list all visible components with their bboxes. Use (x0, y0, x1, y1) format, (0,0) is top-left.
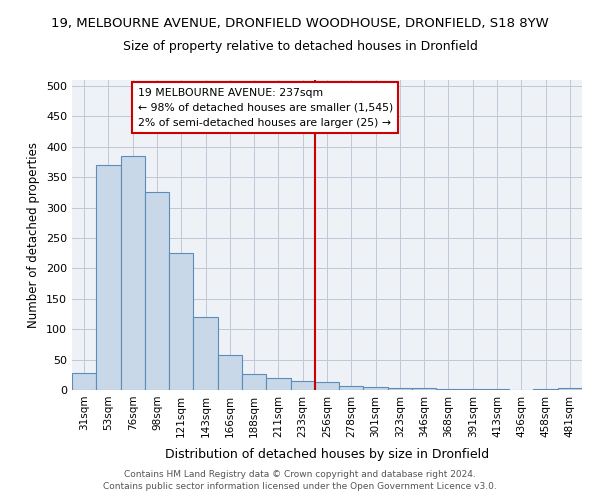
Bar (315, 382, 339, 390)
Bar (558, 388, 582, 390)
Bar (96, 165, 121, 390)
X-axis label: Distribution of detached houses by size in Dronfield: Distribution of detached houses by size … (165, 448, 489, 461)
Bar (339, 386, 364, 390)
Bar (388, 388, 412, 390)
Bar (242, 374, 266, 390)
Bar (72, 373, 96, 390)
Bar (193, 317, 218, 390)
Bar (290, 381, 315, 390)
Y-axis label: Number of detached properties: Number of detached properties (28, 142, 40, 328)
Bar (412, 388, 436, 390)
Bar (169, 253, 193, 390)
Text: Contains public sector information licensed under the Open Government Licence v3: Contains public sector information licen… (103, 482, 497, 491)
Bar (364, 387, 388, 390)
Text: Contains HM Land Registry data © Crown copyright and database right 2024.: Contains HM Land Registry data © Crown c… (124, 470, 476, 479)
Bar (218, 354, 242, 390)
Bar (121, 156, 145, 390)
Bar (145, 192, 169, 390)
Bar (266, 378, 290, 390)
Text: 19, MELBOURNE AVENUE, DRONFIELD WOODHOUSE, DRONFIELD, S18 8YW: 19, MELBOURNE AVENUE, DRONFIELD WOODHOUS… (51, 18, 549, 30)
Text: Size of property relative to detached houses in Dronfield: Size of property relative to detached ho… (122, 40, 478, 53)
Text: 19 MELBOURNE AVENUE: 237sqm
← 98% of detached houses are smaller (1,545)
2% of s: 19 MELBOURNE AVENUE: 237sqm ← 98% of det… (137, 88, 393, 128)
